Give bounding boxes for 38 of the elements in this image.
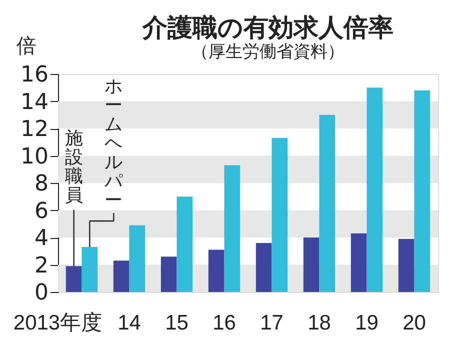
y-tick-label: 14 xyxy=(20,90,48,115)
bar xyxy=(366,88,383,292)
x-tick-label: 16 xyxy=(212,312,236,334)
bar xyxy=(414,90,430,292)
bar xyxy=(272,138,288,292)
y-tick-label: 6 xyxy=(34,198,48,224)
bar xyxy=(303,238,320,292)
x-tick-label: 18 xyxy=(308,312,331,334)
y-tick-label: 4 xyxy=(34,226,48,251)
y-tick-label: 2 xyxy=(34,253,48,278)
chart-title: 介護職の有効求人倍率 xyxy=(142,13,394,42)
x-tick-label: 15 xyxy=(165,312,188,334)
chart-subtitle: （厚生労働省資料） xyxy=(192,42,344,62)
bar xyxy=(176,196,193,292)
bar xyxy=(319,114,336,292)
series-label: ホームヘルパー xyxy=(104,76,124,211)
bar xyxy=(256,242,272,292)
y-tick-label: 10 xyxy=(20,144,48,170)
x-tick-label: 20 xyxy=(402,312,426,334)
bar xyxy=(113,260,130,292)
y-tick-label: 12 xyxy=(20,117,48,142)
y-tick-label: 0 xyxy=(34,280,48,306)
bar xyxy=(82,247,98,292)
bar xyxy=(160,256,177,292)
y-tick-label: 8 xyxy=(34,172,48,196)
bar xyxy=(208,250,224,292)
x-tick-label: 14 xyxy=(118,312,142,334)
x-tick-label: 19 xyxy=(355,312,378,334)
bar xyxy=(350,233,367,292)
y-tick-label: 16 xyxy=(20,62,48,88)
y-axis-title: 倍 xyxy=(16,34,36,58)
bar xyxy=(224,165,240,292)
x-tick-label: 17 xyxy=(260,312,284,334)
bar xyxy=(398,238,414,292)
text: 施設職員 xyxy=(64,128,83,206)
bar xyxy=(66,266,82,292)
bar xyxy=(129,225,146,292)
x-tick-label: 2013年度 xyxy=(13,312,102,334)
